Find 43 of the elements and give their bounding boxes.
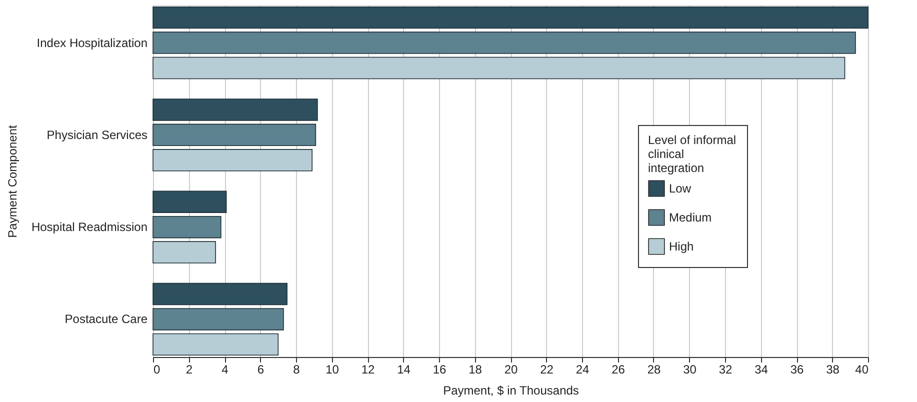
x-tick-label: 22 [540, 362, 554, 376]
y-axis-title: Payment Component [5, 124, 20, 238]
x-tick-label: 40 [855, 362, 869, 376]
x-tick-label: 0 [154, 362, 160, 376]
bar [152, 98, 318, 121]
x-tick-label: 4 [222, 362, 229, 376]
y-tick-label: Index Hospitalization [36, 36, 148, 50]
x-tick-label: 12 [361, 362, 375, 376]
x-tick-label: 16 [432, 362, 446, 376]
bar [152, 124, 316, 146]
x-tick-label: 36 [790, 362, 804, 376]
x-tick-label: 26 [612, 362, 626, 376]
bar [152, 282, 288, 306]
bar [152, 308, 284, 330]
x-tick-label: 32 [718, 362, 732, 376]
x-tick-label: 34 [754, 362, 768, 376]
bar [152, 333, 279, 356]
bar [152, 32, 856, 54]
x-tick-label: 8 [293, 362, 300, 376]
x-axis-title: Payment, $ in Thousands [443, 384, 579, 398]
bar [152, 190, 227, 213]
legend-title: Level of informal clinical integration [648, 133, 736, 175]
x-tick-label: 24 [576, 362, 590, 376]
legend-label: Medium [669, 210, 712, 224]
bar [152, 56, 846, 80]
x-tick-label: 30 [683, 362, 697, 376]
legend-label: High [669, 240, 694, 254]
x-tick-label: 14 [397, 362, 411, 376]
x-tick-label: 18 [468, 362, 482, 376]
legend-label: Low [669, 182, 692, 196]
bar [152, 6, 868, 29]
y-tick-label: Hospital Readmission [31, 220, 148, 234]
bar [152, 241, 216, 264]
bar [152, 149, 312, 172]
x-tick-label: 6 [257, 362, 264, 376]
x-tick-label: 38 [826, 362, 840, 376]
y-tick-label: Physician Services [46, 128, 148, 142]
x-tick-label: 28 [647, 362, 661, 376]
x-tick-label: 2 [186, 362, 193, 376]
x-tick-label: 20 [504, 362, 518, 376]
bar [152, 216, 222, 238]
y-tick-label: Postacute Care [64, 312, 148, 326]
x-tick-label: 10 [326, 362, 340, 376]
